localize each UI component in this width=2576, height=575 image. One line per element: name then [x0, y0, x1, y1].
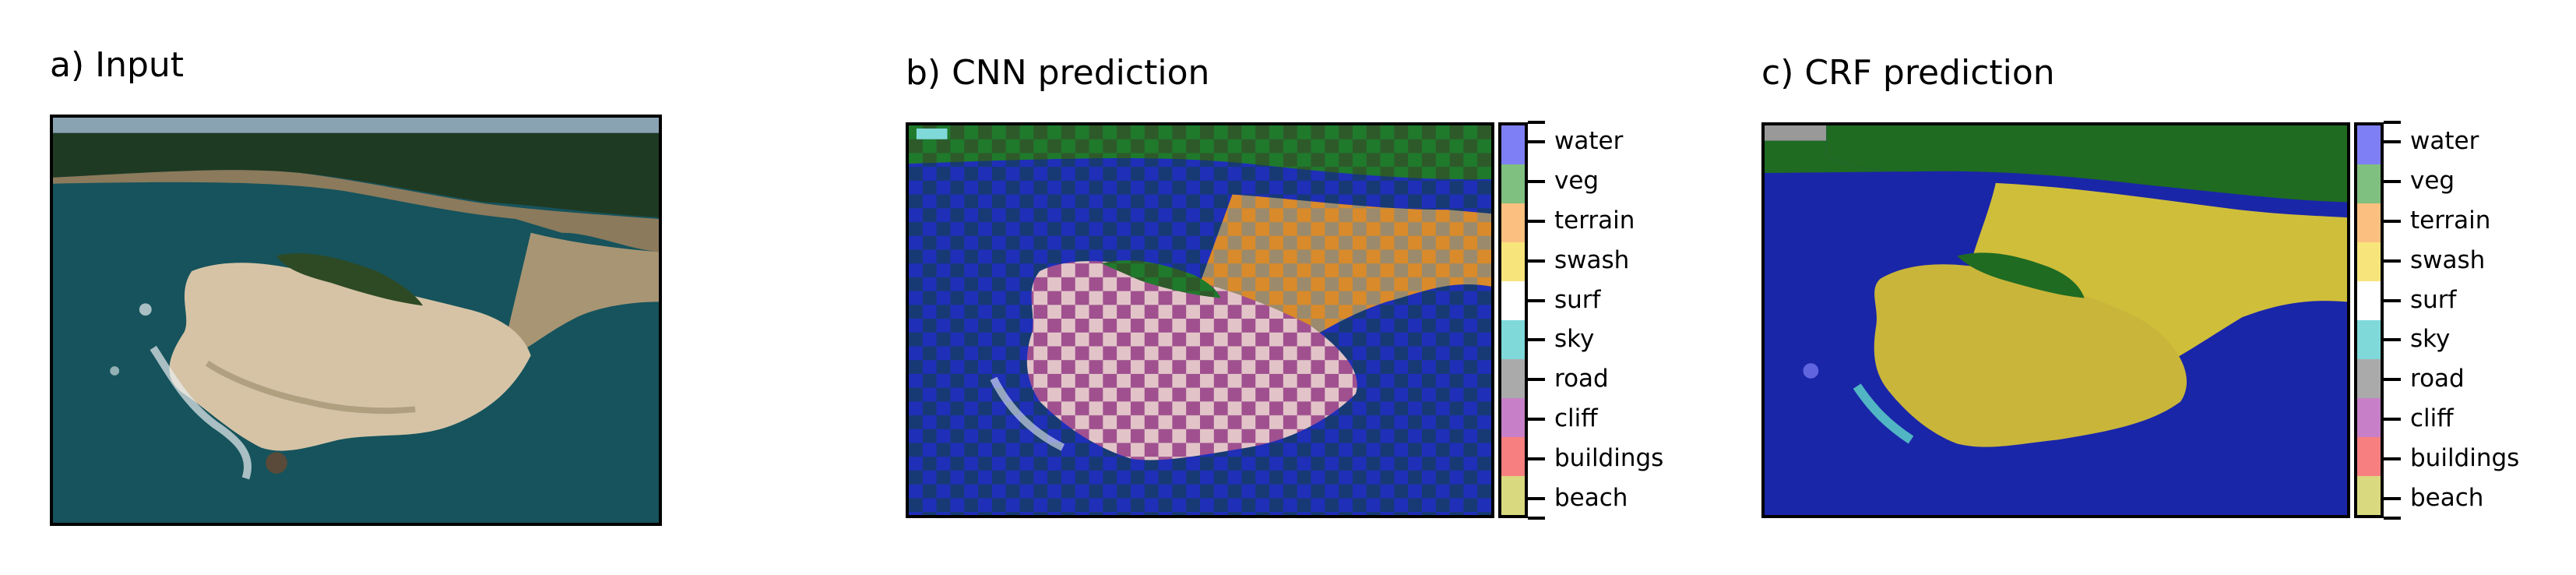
colorbar-label-cliff: cliff	[1554, 404, 1598, 432]
colorbar-label-surf: surf	[1554, 285, 1601, 314]
colorbar-swatch-swash	[1501, 242, 1525, 281]
colorbar-label-beach: beach	[1554, 483, 1628, 512]
colorbar-swatch-beach	[1501, 476, 1525, 515]
colorbar-tick	[2384, 496, 2401, 500]
colorbar-label-beach: beach	[2410, 483, 2484, 512]
colorbar-tick	[2384, 418, 2401, 421]
panel-a-title: a) Input	[50, 45, 185, 85]
crf-colorbar-ticks: water veg terrain swash surf sky road cliff buil…	[2384, 121, 2539, 520]
panel-b-title: b) CNN prediction	[906, 53, 1210, 93]
colorbar-swatch-surf	[1501, 281, 1525, 320]
colorbar-swatch-buildings	[1501, 437, 1525, 476]
colorbar-swatch-surf	[2357, 281, 2381, 320]
colorbar-label-swash: swash	[1554, 245, 1630, 274]
colorbar-label-sky: sky	[1554, 325, 1595, 354]
colorbar-tick	[1528, 220, 1545, 223]
colorbar-tick	[2384, 140, 2401, 144]
crf-colorbar	[2354, 122, 2384, 518]
colorbar-tick	[2384, 220, 2401, 223]
colorbar-swatches	[1501, 125, 1525, 515]
colorbar-swatch-sky	[2357, 320, 2381, 359]
panel-c-title: c) CRF prediction	[1761, 53, 2055, 93]
colorbar-swatch-beach	[2357, 476, 2381, 515]
colorbar-tick	[1528, 140, 1545, 144]
colorbar-swatch-water	[2357, 125, 2381, 164]
colorbar-swatch-buildings	[2357, 437, 2381, 476]
colorbar-swatch-veg	[2357, 164, 2381, 203]
colorbar-tick	[2384, 259, 2401, 263]
colorbar-tick	[1528, 378, 1545, 382]
colorbar-label-veg: veg	[1554, 167, 1599, 196]
colorbar-tick	[2384, 378, 2401, 382]
colorbar-tick	[1528, 298, 1545, 302]
colorbar-label-buildings: buildings	[2410, 443, 2520, 472]
colorbar-tick	[2384, 180, 2401, 184]
colorbar-label-sky: sky	[2410, 325, 2451, 354]
colorbar-edge-tick	[1528, 121, 1545, 124]
colorbar-swatch-cliff	[1501, 398, 1525, 437]
colorbar-edge-tick	[2384, 517, 2401, 520]
colorbar-swatch-terrain	[2357, 203, 2381, 242]
colorbar-swatch-water	[1501, 125, 1525, 164]
cnn-colorbar-ticks: water veg terrain swash surf sky road cliff buil…	[1528, 121, 1684, 520]
colorbar-swatch-road	[2357, 359, 2381, 398]
colorbar-edge-tick	[1528, 517, 1545, 520]
colorbar-label-swash: swash	[2410, 245, 2486, 274]
colorbar-label-water: water	[1554, 127, 1624, 156]
colorbar-swatch-road	[1501, 359, 1525, 398]
colorbar-tick	[2384, 338, 2401, 342]
colorbar-tick	[1528, 496, 1545, 500]
cnn-prediction-image	[906, 122, 1494, 518]
colorbar-edge-tick	[2384, 121, 2401, 124]
colorbar-swatch-sky	[1501, 320, 1525, 359]
colorbar-swatch-cliff	[2357, 398, 2381, 437]
colorbar-tick	[2384, 457, 2401, 460]
colorbar-tick	[1528, 457, 1545, 460]
colorbar-tick	[1528, 180, 1545, 184]
colorbar-tick	[2384, 298, 2401, 302]
cnn-colorbar	[1498, 122, 1528, 518]
colorbar-label-water: water	[2410, 127, 2479, 156]
colorbar-swatch-veg	[1501, 164, 1525, 203]
colorbar-label-cliff: cliff	[2410, 404, 2454, 432]
crf-prediction-image	[1761, 122, 2350, 518]
colorbar-label-terrain: terrain	[2410, 206, 2491, 235]
colorbar-label-road: road	[1554, 365, 1609, 393]
colorbar-tick	[1528, 259, 1545, 263]
colorbar-label-terrain: terrain	[1554, 206, 1635, 235]
input-image	[50, 115, 662, 526]
colorbar-tick	[1528, 338, 1545, 342]
colorbar-swatch-terrain	[1501, 203, 1525, 242]
colorbar-label-buildings: buildings	[1554, 443, 1664, 472]
colorbar-label-road: road	[2410, 365, 2465, 393]
colorbar-swatch-swash	[2357, 242, 2381, 281]
colorbar-label-surf: surf	[2410, 285, 2457, 314]
colorbar-tick	[1528, 418, 1545, 421]
colorbar-swatches	[2357, 125, 2381, 515]
colorbar-label-veg: veg	[2410, 167, 2455, 196]
